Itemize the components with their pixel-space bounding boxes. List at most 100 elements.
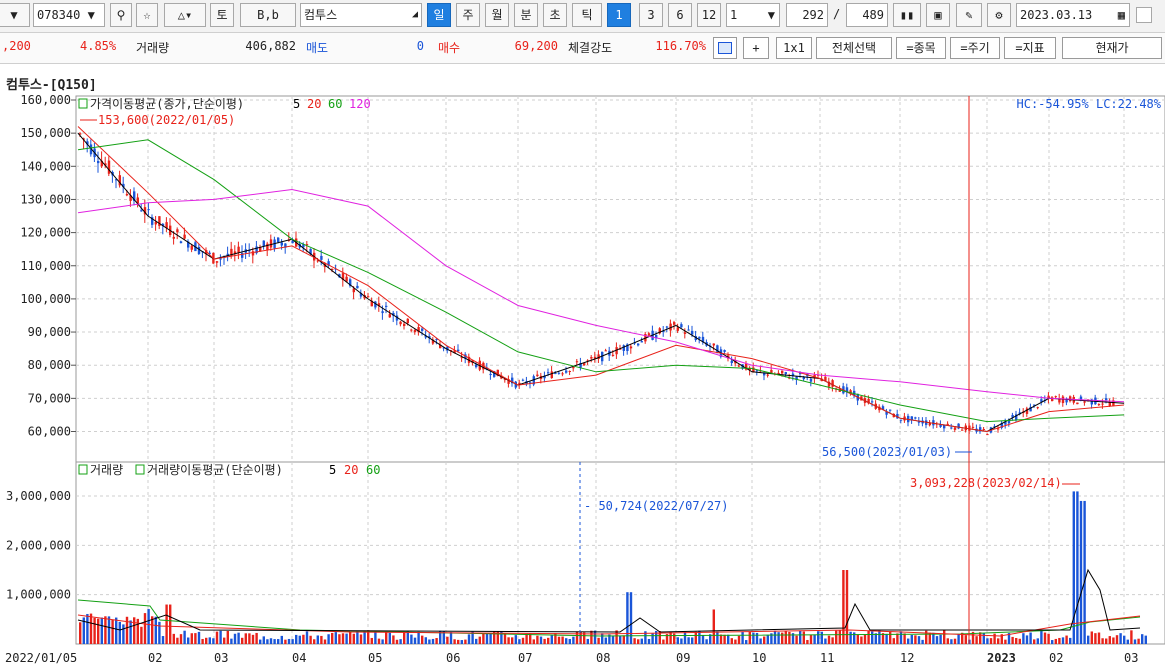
candle-body <box>367 296 370 298</box>
volume-bar <box>557 636 561 644</box>
ma-line-120 <box>77 188 1125 403</box>
layout-1x1-button[interactable]: 1x1 <box>776 37 812 59</box>
num-button-3[interactable]: 3 <box>639 3 663 27</box>
num-button-1[interactable]: 1 <box>607 3 631 27</box>
volume-bar <box>928 632 931 644</box>
same-period-button[interactable]: =주기 <box>950 37 1000 59</box>
search-icon[interactable]: ⚲ <box>110 3 132 27</box>
button-bb[interactable]: B,b <box>240 3 296 27</box>
num-button-12[interactable]: 12 <box>697 3 721 27</box>
candle-body <box>982 428 985 430</box>
volume-bar <box>687 637 690 644</box>
volume-bar <box>997 638 1000 644</box>
volume-bar <box>273 639 276 644</box>
grid <box>76 96 1165 644</box>
volume-bar <box>338 634 341 644</box>
stock-name-field[interactable]: 컴투스 ◢ <box>300 3 422 27</box>
volume-bar <box>284 639 287 644</box>
save-icon[interactable]: ▣ <box>926 3 950 27</box>
candle-body <box>356 285 359 289</box>
volume-bar <box>698 630 701 644</box>
volume-ma-legend-checkbox-icon[interactable] <box>135 464 145 475</box>
volume-bar <box>788 631 791 644</box>
volume-bar <box>280 635 283 644</box>
period-count-select[interactable]: 1 ▼ <box>726 3 780 27</box>
pen-icon[interactable]: ✎ <box>956 3 982 27</box>
volume-bar <box>453 639 456 644</box>
add-button[interactable]: + <box>743 37 769 59</box>
total-count-field[interactable]: 489 <box>846 3 888 27</box>
y-tick-label: 90,000 <box>28 325 71 339</box>
y-tick-label: 150,000 <box>20 126 71 140</box>
candle-body <box>331 269 334 271</box>
volume-bar <box>431 638 435 644</box>
candle-body <box>867 398 870 404</box>
change-percent: 4.85% <box>80 39 117 53</box>
gear-icon[interactable]: ⚙ <box>987 3 1011 27</box>
candle-body <box>827 381 831 387</box>
tab-period-week[interactable]: 주 <box>456 3 480 27</box>
volume-bar <box>475 638 478 644</box>
tab-period-day[interactable]: 일 <box>427 3 451 27</box>
tab-period-tick[interactable]: 틱 <box>572 3 602 27</box>
candle-settings-icon[interactable]: ▮▮ <box>893 3 921 27</box>
tab-period-minute[interactable]: 분 <box>514 3 538 27</box>
tab-period-second[interactable]: 초 <box>543 3 567 27</box>
bell-icon[interactable]: △▾ <box>164 3 206 27</box>
candle-body <box>79 133 82 135</box>
volume-bar <box>341 633 345 644</box>
date-field[interactable]: 2023.03.13 ▦ <box>1016 3 1130 27</box>
volume-bar <box>1000 634 1003 644</box>
candle-body <box>345 276 348 282</box>
button-to[interactable]: 토 <box>210 3 234 27</box>
select-all-button[interactable]: 전체선택 <box>816 37 892 59</box>
star-icon[interactable]: ☆ <box>136 3 158 27</box>
tab-period-month[interactable]: 월 <box>485 3 509 27</box>
dropdown-icon[interactable]: ▼ <box>0 3 30 27</box>
calendar-icon[interactable]: ▦ <box>1117 8 1125 22</box>
volume-bar <box>395 639 399 644</box>
candle-body <box>1079 396 1083 401</box>
volume-bar <box>97 618 100 644</box>
x-tick-label: 02 <box>1049 651 1063 665</box>
volume-bar <box>950 639 953 644</box>
checkbox[interactable] <box>1136 7 1152 23</box>
candle-body <box>701 336 705 343</box>
volume-bar <box>161 636 165 644</box>
volume-bar <box>169 604 172 644</box>
volume-bar <box>579 631 582 644</box>
y-tick-label: 80,000 <box>28 358 71 372</box>
volume-bar <box>892 638 895 644</box>
legend-vma60: 60 <box>366 463 380 477</box>
candle-body <box>446 346 449 351</box>
stock-code-select[interactable]: 078340 ▼ <box>33 3 105 27</box>
candle-body <box>89 144 93 155</box>
volume-bar <box>511 637 514 644</box>
candle-body <box>1004 421 1007 425</box>
view-count-field[interactable]: 292 <box>786 3 828 27</box>
same-stock-button[interactable]: =종목 <box>896 37 946 59</box>
candle-body <box>1069 396 1072 402</box>
volume-bar <box>100 617 103 644</box>
volume-bar <box>269 638 273 644</box>
volume-legend-checkbox-icon[interactable] <box>78 464 88 475</box>
y-tick-label: 130,000 <box>20 192 71 206</box>
legend-checkbox-icon[interactable] <box>78 98 88 109</box>
volume-bar <box>248 633 251 644</box>
volume-bar <box>917 636 921 644</box>
volume-bar <box>691 637 694 644</box>
candle-body <box>399 321 402 325</box>
candle-body <box>503 378 507 381</box>
same-indicator-button[interactable]: =지표 <box>1004 37 1056 59</box>
current-price-button[interactable]: 현재가 <box>1062 37 1162 59</box>
volume-bar <box>1105 638 1108 644</box>
volume-legend-label: 거래량 <box>90 463 123 477</box>
num-button-6[interactable]: 6 <box>668 3 692 27</box>
candle-body <box>579 362 582 368</box>
y-tick-label: 120,000 <box>20 226 71 240</box>
volume-bar <box>730 638 733 644</box>
stock-chart[interactable]: 160,000 150,000 140,000 130,000 120,000 110,0… <box>0 93 1165 668</box>
volume-bar <box>485 633 489 644</box>
candle-body <box>176 229 179 233</box>
square-toggle-button[interactable] <box>713 37 737 59</box>
